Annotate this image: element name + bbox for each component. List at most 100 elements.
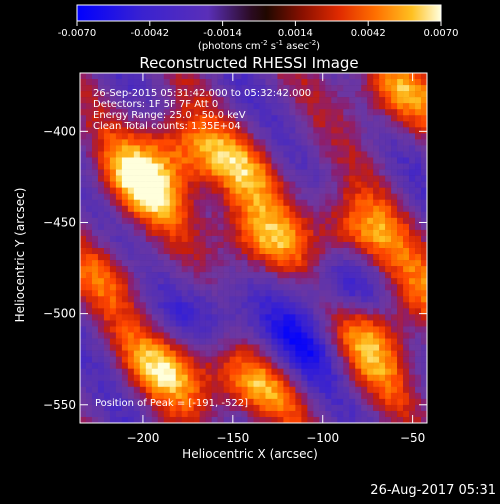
heatmap-cell bbox=[139, 326, 147, 333]
heatmap-cell bbox=[349, 416, 356, 424]
heatmap-cell bbox=[301, 344, 308, 351]
heatmap-cell bbox=[367, 187, 374, 194]
heatmap-cell bbox=[355, 404, 362, 412]
heatmap-cell bbox=[211, 73, 218, 80]
heatmap-cell bbox=[421, 79, 428, 86]
heatmap-cell bbox=[145, 326, 153, 333]
heatmap-cell bbox=[109, 133, 117, 140]
heatmap-cell bbox=[187, 392, 194, 400]
heatmap-cell bbox=[97, 290, 105, 297]
heatmap-cell bbox=[205, 103, 212, 110]
heatmap-cell bbox=[277, 133, 284, 140]
heatmap-cell bbox=[133, 284, 141, 291]
heatmap-cell bbox=[139, 151, 147, 158]
heatmap-cell bbox=[109, 296, 117, 303]
heatmap-cell bbox=[80, 356, 87, 363]
heatmap-cell bbox=[415, 404, 422, 412]
heatmap-cell bbox=[199, 133, 206, 140]
heatmap-cell bbox=[121, 278, 129, 285]
heatmap-cell bbox=[127, 157, 135, 164]
heatmap-cell bbox=[253, 175, 260, 182]
heatmap-cell bbox=[199, 79, 206, 86]
heatmap-cell bbox=[103, 241, 111, 249]
heatmap-cell bbox=[397, 398, 404, 406]
heatmap-cell bbox=[115, 121, 123, 128]
heatmap-cell bbox=[217, 410, 224, 418]
heatmap-cell bbox=[97, 278, 105, 285]
heatmap-cell bbox=[301, 410, 308, 418]
heatmap-cell bbox=[409, 187, 416, 194]
heatmap-cell bbox=[157, 235, 165, 243]
heatmap-cell bbox=[163, 151, 171, 158]
heatmap-cell bbox=[271, 308, 278, 315]
heatmap-cell bbox=[361, 398, 368, 406]
heatmap-cell bbox=[235, 344, 242, 351]
heatmap-cell bbox=[343, 368, 350, 376]
heatmap-cell bbox=[277, 392, 284, 400]
heatmap-cell bbox=[163, 416, 171, 424]
heatmap-cell bbox=[421, 338, 428, 345]
heatmap-cell bbox=[367, 169, 374, 176]
heatmap-cell bbox=[259, 356, 266, 363]
heatmap-cell bbox=[373, 103, 380, 110]
heatmap-cell bbox=[175, 368, 182, 376]
heatmap-cell bbox=[349, 91, 356, 98]
heatmap-cell bbox=[331, 398, 338, 406]
heatmap-cell bbox=[103, 338, 111, 345]
heatmap-cell bbox=[139, 314, 147, 321]
heatmap-cell bbox=[229, 308, 236, 315]
heatmap-cell bbox=[109, 127, 117, 134]
heatmap-cell bbox=[217, 356, 224, 363]
heatmap-cell bbox=[397, 290, 404, 297]
heatmap-cell bbox=[217, 320, 224, 327]
heatmap-cell bbox=[361, 241, 368, 249]
heatmap-cell bbox=[211, 199, 218, 207]
heatmap-cell bbox=[277, 175, 284, 182]
heatmap-cell bbox=[349, 296, 356, 303]
heatmap-cell bbox=[199, 199, 206, 207]
heatmap-cell bbox=[361, 205, 368, 213]
heatmap-cell bbox=[115, 211, 123, 219]
heatmap-cell bbox=[361, 326, 368, 333]
heatmap-cell bbox=[325, 235, 332, 243]
heatmap-cell bbox=[283, 290, 290, 297]
x-tick-label: −150 bbox=[216, 431, 249, 445]
heatmap-cell bbox=[421, 374, 428, 382]
heatmap-cell bbox=[103, 97, 111, 104]
heatmap-cell bbox=[373, 404, 380, 412]
heatmap-cell bbox=[127, 314, 135, 321]
heatmap-cell bbox=[181, 79, 188, 86]
heatmap-cell bbox=[313, 350, 320, 357]
heatmap-cell bbox=[331, 121, 338, 128]
heatmap-cell bbox=[115, 139, 123, 146]
heatmap-cell bbox=[379, 127, 386, 134]
heatmap-cell bbox=[85, 284, 93, 291]
heatmap-cell bbox=[391, 290, 398, 297]
heatmap-cell bbox=[379, 344, 386, 351]
heatmap-cell bbox=[139, 398, 147, 406]
heatmap-cell bbox=[145, 139, 153, 146]
heatmap-cell bbox=[259, 73, 266, 80]
heatmap-cell bbox=[403, 211, 410, 219]
heatmap-cell bbox=[277, 205, 284, 213]
heatmap-cell bbox=[97, 97, 105, 104]
heatmap-cell bbox=[115, 416, 123, 424]
heatmap-cell bbox=[343, 241, 350, 249]
heatmap-cell bbox=[283, 248, 290, 255]
heatmap-cell bbox=[271, 350, 278, 357]
heatmap-cell bbox=[397, 181, 404, 188]
heatmap-cell bbox=[163, 374, 171, 382]
heatmap-cell bbox=[265, 290, 272, 297]
heatmap-cell bbox=[373, 302, 380, 309]
heatmap-cell bbox=[187, 133, 194, 140]
heatmap-cell bbox=[109, 344, 117, 351]
heatmap-cell bbox=[80, 103, 87, 110]
heatmap-cell bbox=[283, 109, 290, 116]
heatmap-cell bbox=[91, 344, 99, 351]
heatmap-cell bbox=[199, 260, 206, 267]
heatmap-cell bbox=[385, 169, 392, 176]
heatmap-cell bbox=[151, 133, 159, 140]
heatmap-cell bbox=[355, 398, 362, 406]
heatmap-cell bbox=[109, 157, 117, 164]
heatmap-cell bbox=[193, 91, 200, 98]
